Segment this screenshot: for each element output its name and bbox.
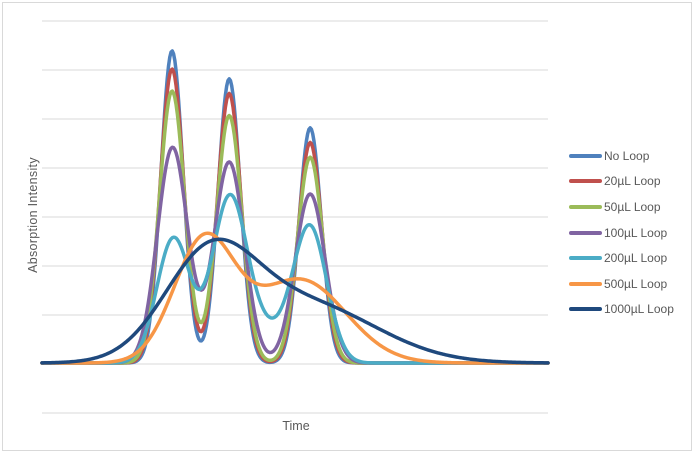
legend-swatch bbox=[569, 256, 602, 261]
legend: No Loop 20µL Loop 50µL Loop 100µL Loop 200µL… bbox=[569, 143, 674, 322]
legend-swatch bbox=[569, 307, 602, 312]
y-axis-label: Absorption Intensity bbox=[26, 157, 40, 273]
legend-swatch bbox=[569, 230, 602, 235]
legend-label: 200µL Loop bbox=[604, 251, 668, 266]
legend-label: No Loop bbox=[604, 148, 650, 163]
legend-item: 200µL Loop bbox=[569, 245, 674, 271]
series-line-500-l-loop bbox=[40, 231, 550, 365]
series-line-50-l-loop bbox=[40, 89, 550, 365]
legend-swatch bbox=[569, 153, 602, 158]
chart-frame bbox=[2, 2, 692, 451]
series-lines bbox=[40, 49, 550, 365]
series-line-20-l-loop bbox=[40, 67, 550, 365]
legend-label: 20µL Loop bbox=[604, 174, 661, 189]
legend-item: No Loop bbox=[569, 143, 674, 169]
legend-item: 1000µL Loop bbox=[569, 297, 674, 323]
x-axis-label: Time bbox=[282, 419, 310, 433]
legend-label: 100µL Loop bbox=[604, 225, 668, 240]
legend-label: 1000µL Loop bbox=[604, 302, 674, 317]
legend-item: 20µL Loop bbox=[569, 169, 674, 195]
legend-label: 500µL Loop bbox=[604, 276, 668, 291]
legend-swatch bbox=[569, 281, 602, 286]
series-line-1000-l-loop bbox=[40, 237, 550, 365]
legend-swatch bbox=[569, 179, 602, 184]
legend-swatch bbox=[569, 204, 602, 209]
legend-item: 100µL Loop bbox=[569, 220, 674, 246]
legend-item: 50µL Loop bbox=[569, 194, 674, 220]
gridlines bbox=[42, 20, 548, 414]
legend-item: 500µL Loop bbox=[569, 271, 674, 297]
legend-label: 50µL Loop bbox=[604, 199, 661, 214]
series-line-no-loop bbox=[40, 49, 550, 365]
